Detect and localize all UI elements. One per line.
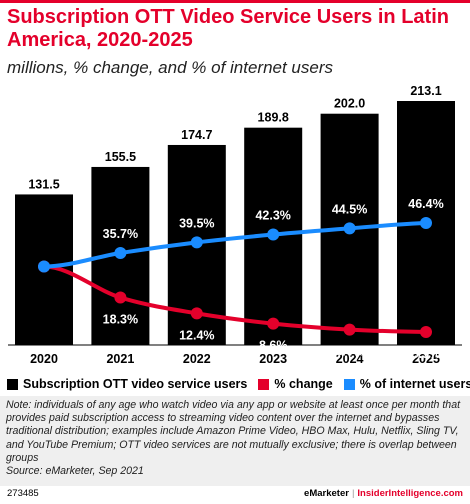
internet-point-2021	[114, 247, 127, 260]
internet-point-2020	[38, 260, 50, 273]
x-tick-label-2021: 2021	[106, 352, 134, 366]
internet-label-2022: 39.5%	[179, 216, 214, 230]
brand-separator: |	[351, 488, 355, 499]
x-tick-label-2025: 2025	[412, 352, 440, 366]
bar-label-2025: 213.1	[410, 84, 441, 98]
internet-label-2024: 44.5%	[332, 202, 367, 216]
bar-label-2022: 174.7	[181, 128, 212, 142]
legend-item-users: Subscription OTT video service users	[7, 377, 247, 391]
x-tick-label-2020: 2020	[30, 352, 58, 366]
chart-title: Subscription OTT Video Service Users in …	[7, 6, 449, 51]
internet-line	[42, 221, 428, 269]
brand-credit: eMarketer | InsiderIntelligence.com	[304, 488, 463, 499]
change-label-2025: 5.5%	[412, 347, 441, 361]
chart-id: 273485	[7, 488, 39, 499]
note-box: Note: individuals of any age who watch v…	[0, 396, 470, 486]
change-point-2022	[190, 307, 203, 320]
bar-label-2020: 131.5	[28, 177, 59, 191]
chart-plot: 131.5 155.5 174.7 189.8 202.0 213.1 2020 2021 20…	[8, 84, 462, 366]
legend-label-users: Subscription OTT video service users	[23, 377, 248, 391]
note-text: Note: individuals of any age who watch v…	[6, 399, 461, 464]
chart-note: Note: individuals of any age who watch v…	[6, 399, 464, 478]
bar-label-2021: 155.5	[105, 150, 136, 164]
internet-label-2023: 42.3%	[255, 209, 290, 223]
internet-point-2022	[190, 236, 203, 249]
change-label-2022: 12.4%	[179, 328, 214, 342]
change-point-2024	[343, 323, 356, 336]
source-text: Source: eMarketer, Sep 2021	[6, 465, 144, 478]
legend-swatch-users	[7, 378, 18, 390]
change-point-2021	[114, 291, 127, 304]
change-point-2023	[267, 317, 280, 330]
footer: 273485 eMarketer | InsiderIntelligence.com	[7, 487, 463, 501]
chart-legend: Subscription OTT video service users % c…	[7, 375, 470, 393]
change-label-2024: 6.4%	[335, 345, 364, 359]
brand-insider-intelligence: InsiderIntelligence.com	[357, 488, 463, 499]
brand-emarketer: eMarketer	[304, 488, 349, 499]
x-tick-label-2022: 2022	[183, 352, 211, 366]
change-label-2020: 29.8%	[26, 282, 61, 296]
internet-point-2025	[420, 217, 432, 229]
x-tick-label-2023: 2023	[259, 352, 287, 366]
legend-label-change: % change	[274, 377, 333, 391]
legend-label-internet: % of internet users	[359, 377, 470, 391]
change-label-2023: 8.6%	[259, 339, 288, 353]
bar-label-2023: 189.8	[258, 111, 289, 125]
legend-swatch-internet	[343, 378, 355, 390]
internet-point-2023	[267, 228, 280, 241]
internet-point-2024	[343, 222, 356, 235]
chart-subtitle: millions, % change, and % of internet us…	[7, 58, 334, 77]
x-tick-label-2024: 2024	[336, 352, 364, 366]
internet-label-2020: 30.9%	[26, 241, 61, 255]
legend-item-change: % change	[258, 377, 333, 391]
change-label-2021: 18.3%	[103, 312, 138, 326]
top-accent-bar	[0, 0, 470, 3]
change-point-2025	[420, 326, 432, 338]
bar-label-2024: 202.0	[334, 97, 365, 111]
internet-label-2021: 35.7%	[103, 227, 138, 241]
legend-item-internet: % of internet users	[343, 377, 470, 391]
internet-label-2025: 46.4%	[408, 197, 443, 211]
legend-swatch-change	[258, 378, 270, 390]
